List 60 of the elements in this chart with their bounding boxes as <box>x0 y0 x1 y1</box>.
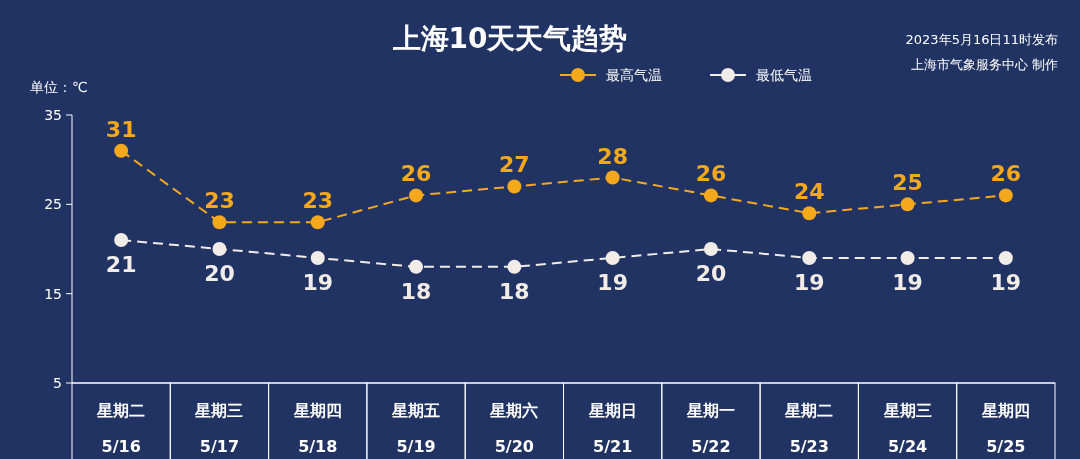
x-tick-label: 星期三 5/24 <box>882 401 932 456</box>
data-label: 23 <box>302 188 334 214</box>
data-label: 24 <box>793 179 825 205</box>
point <box>998 250 1013 265</box>
data-label: 20 <box>695 261 727 286</box>
data-label: 20 <box>204 261 235 286</box>
chart-title: 上海10天天气趋势 <box>391 22 628 55</box>
point <box>507 259 522 274</box>
data-label: 26 <box>695 161 727 187</box>
text: 2023年5月16日11时发布 <box>905 32 1058 47</box>
y-tick-label: 15 <box>44 285 62 302</box>
data-label: 27 <box>499 152 530 178</box>
y-tick-label: 35 <box>44 107 62 123</box>
legend-label: 最高气温 <box>606 67 662 83</box>
x-tick-label: 星期三 5/17 <box>194 401 244 456</box>
data-label: 19 <box>793 269 825 295</box>
x-tick-label: 星期二 5/16 <box>96 401 146 456</box>
data-label: 18 <box>400 278 432 304</box>
data-label: 26 <box>990 161 1022 187</box>
point <box>703 242 718 256</box>
point <box>409 259 424 274</box>
x-tick-label: 星期五 5/19 <box>391 401 441 456</box>
data-label: 31 <box>105 116 137 142</box>
y-tick-label: 25 <box>44 196 62 213</box>
data-label: 26 <box>400 161 432 187</box>
point <box>114 233 129 248</box>
point <box>802 206 817 221</box>
data-label: 21 <box>105 252 137 278</box>
point <box>802 250 817 265</box>
x-tick-label: 星期六 5/20 <box>489 401 539 456</box>
point <box>605 170 620 185</box>
point <box>900 250 915 265</box>
x-tick-label: 星期二 5/23 <box>784 401 834 456</box>
point <box>900 197 915 212</box>
y-tick-label: 5 <box>53 375 62 391</box>
data-label: 28 <box>597 143 628 169</box>
x-tick-label: 星期一 5/22 <box>685 401 735 456</box>
point <box>507 179 522 194</box>
point <box>703 188 718 203</box>
data-label: 19 <box>302 269 334 295</box>
text: 上海市气象服务中心 制作 <box>910 57 1058 72</box>
point <box>605 250 620 265</box>
point <box>114 143 129 158</box>
point <box>310 250 325 265</box>
point <box>212 215 227 230</box>
point <box>212 242 227 256</box>
data-label: 19 <box>990 269 1022 295</box>
point <box>998 188 1013 203</box>
x-tick-label: 星期四 5/18 <box>292 401 342 456</box>
y-axis-title: 单位：℃ <box>30 79 88 95</box>
data-label: 19 <box>892 269 923 295</box>
data-label: 23 <box>204 188 235 214</box>
x-tick-label: 星期日 5/21 <box>587 401 637 456</box>
point <box>409 188 424 203</box>
data-label: 25 <box>892 170 923 196</box>
data-label: 19 <box>597 269 628 295</box>
point <box>310 215 325 230</box>
data-label: 18 <box>499 278 530 304</box>
x-tick-label: 星期四 5/25 <box>980 401 1030 456</box>
legend-label: 最低气温 <box>756 67 812 83</box>
